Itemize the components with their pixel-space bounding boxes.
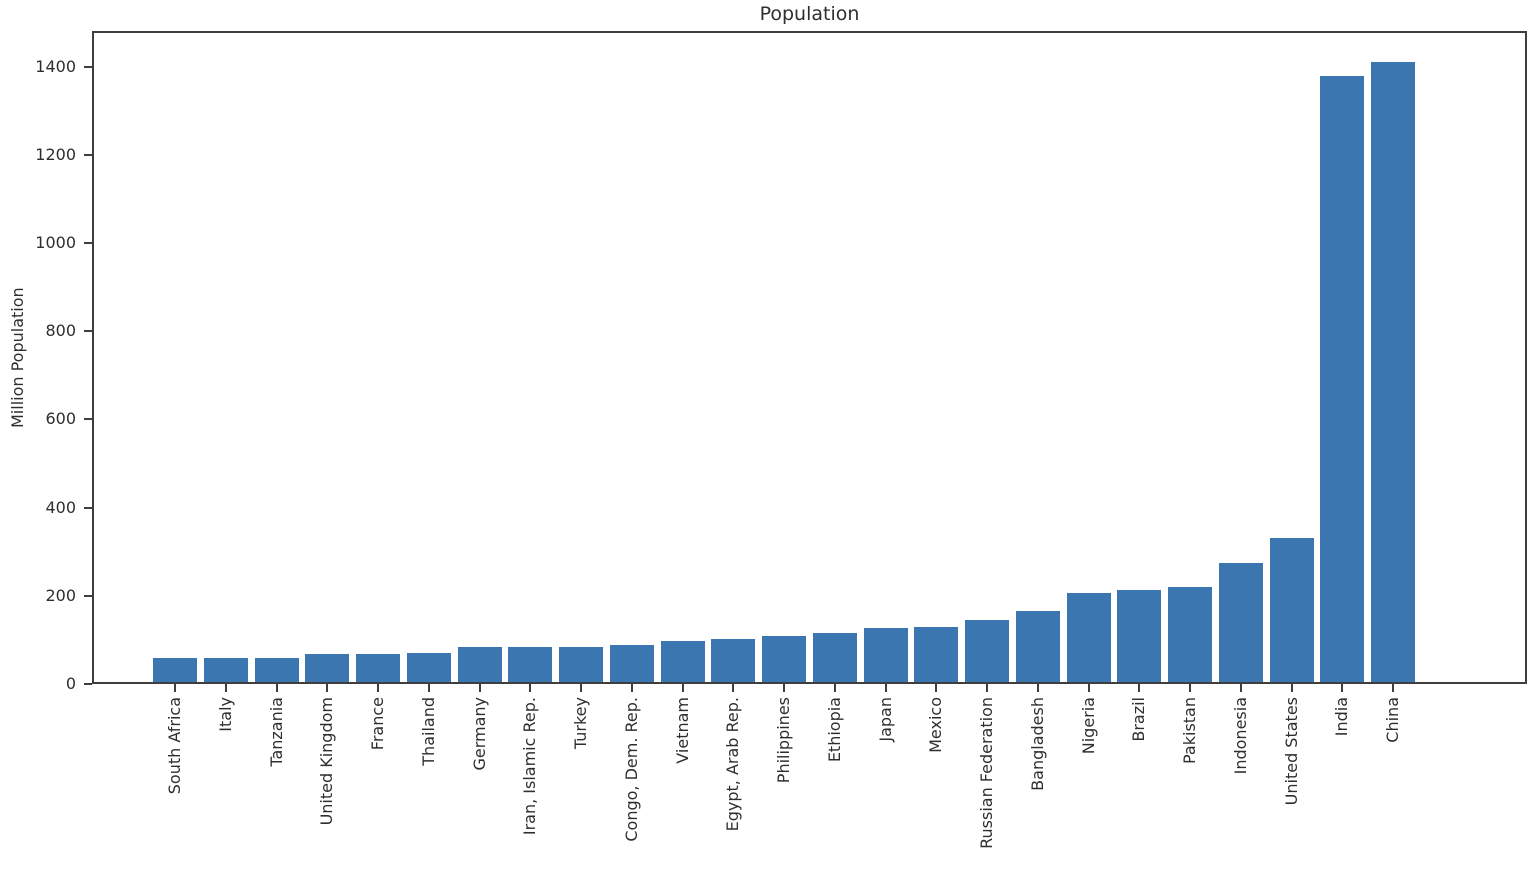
x-tick-label: Pakistan	[1180, 697, 1200, 764]
x-tick-label: Philippines	[774, 697, 794, 784]
x-tick	[1087, 684, 1090, 692]
bar-united-states	[1269, 537, 1314, 684]
x-tick-label: Egypt, Arab Rep.	[723, 697, 743, 832]
x-tick	[630, 684, 633, 692]
y-tick	[84, 506, 92, 509]
x-tick	[1138, 684, 1141, 692]
bar-india	[1320, 75, 1365, 684]
x-tick-label: Thailand	[418, 697, 438, 766]
y-tick-label: 200	[45, 585, 76, 605]
bar-indonesia	[1218, 563, 1263, 684]
y-tick	[84, 594, 92, 597]
y-tick	[84, 153, 92, 156]
x-tick	[732, 684, 735, 692]
x-tick	[1392, 684, 1395, 692]
bar-united-kingdom	[305, 654, 350, 684]
bar-tanzania	[254, 657, 299, 684]
x-tick	[1290, 684, 1293, 692]
x-tick	[935, 684, 938, 692]
x-tick-label: Indonesia	[1230, 697, 1250, 775]
x-tick	[1036, 684, 1039, 692]
x-tick-label: Russian Federation	[977, 697, 997, 849]
y-tick-label: 1400	[35, 56, 76, 76]
x-tick-label: Iran, Islamic Rep.	[520, 697, 540, 836]
y-tick-label: 1200	[35, 144, 76, 164]
x-tick-label: Turkey	[571, 697, 591, 750]
y-tick	[84, 242, 92, 245]
bar-ethiopia	[812, 633, 857, 684]
bar-congo-dem-rep	[609, 644, 654, 684]
x-tick	[884, 684, 887, 692]
bar-turkey	[559, 646, 604, 684]
x-tick	[529, 684, 532, 692]
bar-south-africa	[153, 657, 198, 684]
bar-bangladesh	[1015, 611, 1060, 684]
bar-pakistan	[1168, 586, 1213, 684]
x-tick	[1341, 684, 1344, 692]
x-tick	[681, 684, 684, 692]
x-tick-label: Tanzania	[266, 697, 286, 767]
bar-italy	[203, 657, 248, 684]
x-tick	[833, 684, 836, 692]
x-tick-label: Italy	[215, 697, 235, 732]
y-tick-label: 1000	[35, 233, 76, 253]
x-tick	[275, 684, 278, 692]
x-tick	[326, 684, 329, 692]
x-tick	[478, 684, 481, 692]
bar-nigeria	[1066, 593, 1111, 684]
bar-egypt-arab-rep	[711, 638, 756, 684]
y-tick-label: 800	[45, 321, 76, 341]
x-tick-label: United States	[1281, 697, 1301, 806]
x-tick-label: Brazil	[1129, 697, 1149, 742]
x-tick-label: South Africa	[165, 697, 185, 795]
x-tick	[1239, 684, 1242, 692]
x-tick-label: Japan	[875, 697, 895, 742]
x-tick-label: Bangladesh	[1027, 697, 1047, 791]
bar-brazil	[1117, 590, 1162, 684]
bar-germany	[457, 647, 502, 684]
x-tick	[783, 684, 786, 692]
bar-philippines	[762, 635, 807, 684]
bar-france	[356, 654, 401, 684]
chart-title: Population	[759, 3, 860, 25]
x-tick-label: Nigeria	[1078, 697, 1098, 755]
x-tick-label: Germany	[469, 697, 489, 771]
x-tick	[174, 684, 177, 692]
x-tick	[224, 684, 227, 692]
bar-russian-federation	[965, 620, 1010, 684]
bar-china	[1371, 61, 1416, 684]
x-tick	[427, 684, 430, 692]
x-tick-label: Ethiopia	[824, 697, 844, 763]
bar-iran-islamic-rep	[508, 646, 553, 684]
x-tick	[1189, 684, 1192, 692]
x-tick	[580, 684, 583, 692]
bar-mexico	[914, 627, 959, 684]
x-tick-label: France	[368, 697, 388, 751]
y-tick	[84, 418, 92, 421]
y-tick-label: 0	[65, 674, 76, 693]
y-tick-label: 600	[45, 409, 76, 429]
x-tick	[986, 684, 989, 692]
y-tick-label: 400	[45, 497, 76, 517]
x-tick-label: China	[1383, 697, 1403, 743]
bar-thailand	[406, 653, 451, 684]
x-tick-label: India	[1332, 697, 1352, 737]
y-tick	[84, 65, 92, 68]
y-tick	[84, 683, 92, 685]
x-tick-label: United Kingdom	[317, 697, 337, 826]
x-tick-label: Vietnam	[672, 697, 692, 764]
x-tick-label: Congo, Dem. Rep.	[621, 697, 641, 842]
bar-japan	[863, 628, 908, 684]
bar-vietnam	[660, 641, 705, 684]
x-tick	[377, 684, 380, 692]
y-tick	[84, 330, 92, 333]
x-tick-label: Mexico	[926, 697, 946, 753]
